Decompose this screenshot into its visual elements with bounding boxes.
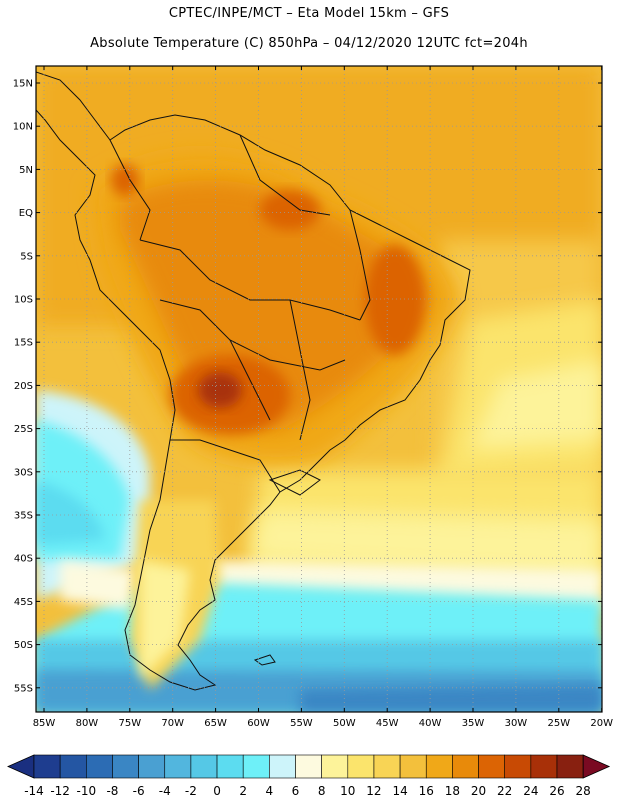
- colorbar-label: 12: [366, 784, 381, 798]
- lat-label: 20S: [14, 381, 33, 392]
- lat-label: 55S: [14, 683, 33, 694]
- lon-label: 60W: [247, 718, 270, 729]
- lon-label: 70W: [161, 718, 184, 729]
- lat-label: 10S: [14, 295, 33, 306]
- colorbar-swatch: [138, 754, 166, 779]
- lat-label: 5S: [20, 251, 33, 262]
- lat-label: 45S: [14, 597, 33, 608]
- lat-label: 15N: [13, 79, 33, 90]
- colorbar-swatch: [478, 754, 505, 779]
- colorbar-swatch: [269, 754, 296, 779]
- axis-ticks: [36, 66, 603, 712]
- lon-label: 45W: [376, 718, 399, 729]
- colorbar-label: 8: [318, 784, 326, 798]
- colorbar-label: 6: [292, 784, 300, 798]
- colorbar-label: 22: [497, 784, 512, 798]
- coastlines: [36, 71, 471, 691]
- colorbar-swatch: [504, 754, 532, 779]
- colorbar-label: -12: [50, 784, 70, 798]
- map-title-line2: Absolute Temperature (C) 850hPa – 04/12/…: [90, 36, 528, 51]
- map-frame: [35, 65, 603, 713]
- colorbar-label: -10: [76, 784, 96, 798]
- colorbar-swatch: [164, 754, 192, 779]
- colorbar-swatch: [321, 754, 349, 779]
- lon-label: 30W: [505, 718, 528, 729]
- colorbar-swatch: [295, 754, 322, 779]
- colorbar-swatch: [59, 754, 87, 779]
- lon-label: 35W: [462, 718, 485, 729]
- colorbar-label: 24: [523, 784, 538, 798]
- colorbar-swatch: [530, 754, 558, 779]
- lon-label: 65W: [204, 718, 227, 729]
- latitude-labels: 15N 10N 5N EQ 5S 10S 15S 20S 25S 30S 35S 40S 45S 50S 5…: [13, 79, 33, 695]
- colorbar-swatch: [86, 754, 113, 779]
- colorbar-label: 28: [576, 784, 591, 798]
- colorbar-swatch: [556, 754, 584, 779]
- lat-label: 5N: [19, 165, 33, 176]
- lon-label: 80W: [76, 718, 99, 729]
- colorbar-label: 20: [471, 784, 486, 798]
- map-title-line1: CPTEC/INPE/MCT – Eta Model 15km – GFS: [168, 6, 450, 21]
- lat-label: 15S: [14, 338, 33, 349]
- lon-label: 40W: [419, 718, 442, 729]
- colorbar-label: 4: [266, 784, 274, 798]
- colorbar-swatch: [242, 754, 270, 779]
- colorbar-swatch: [399, 754, 427, 779]
- colorbar-label: -4: [159, 784, 171, 798]
- lat-label: 40S: [14, 554, 33, 565]
- colorbar-label: 0: [213, 784, 221, 798]
- lat-label: 10N: [13, 122, 33, 133]
- colorbar: [7, 754, 611, 779]
- colorbar-label: -2: [185, 784, 197, 798]
- colorbar-label: 14: [392, 784, 407, 798]
- lon-label: 20W: [590, 718, 613, 729]
- lat-label: 35S: [14, 511, 33, 522]
- colorbar-swatch: [373, 754, 401, 779]
- lon-label: 75W: [118, 718, 141, 729]
- lat-label: 25S: [14, 424, 33, 435]
- colorbar-labels: -14 -12 -10 -8 -6 -4 -2 0 2 4 6 8 10 12 14 16 18 20 22 24 26…: [24, 784, 591, 798]
- colorbar-label: 2: [239, 784, 247, 798]
- lon-label: 25W: [547, 718, 570, 729]
- lat-label: 50S: [14, 640, 33, 651]
- lon-label: 85W: [33, 718, 56, 729]
- colorbar-swatch: [425, 754, 453, 779]
- colorbar-swatch: [112, 754, 139, 779]
- colorbar-swatch: [190, 754, 218, 779]
- colorbar-swatch: [452, 754, 479, 779]
- colorbar-label: -8: [106, 784, 118, 798]
- colorbar-swatch: [33, 754, 61, 779]
- colorbar-swatch: [347, 754, 375, 779]
- colorbar-label: 10: [340, 784, 355, 798]
- colorbar-label: 16: [419, 784, 434, 798]
- lat-label: EQ: [19, 208, 33, 219]
- colorbar-label: -14: [24, 784, 44, 798]
- colorbar-low-arrow: [7, 754, 35, 779]
- colorbar-swatch: [216, 754, 244, 779]
- colorbar-label: 26: [549, 784, 564, 798]
- colorbar-label: -6: [133, 784, 145, 798]
- lat-label: 30S: [14, 467, 33, 478]
- lon-label: 50W: [333, 718, 356, 729]
- colorbar-high-arrow: [582, 754, 611, 779]
- longitude-labels: 85W 80W 75W 70W 65W 60W 55W 50W 45W 40W 35W 30W 25W 2…: [33, 718, 613, 729]
- lon-label: 55W: [290, 718, 313, 729]
- colorbar-label: 18: [445, 784, 460, 798]
